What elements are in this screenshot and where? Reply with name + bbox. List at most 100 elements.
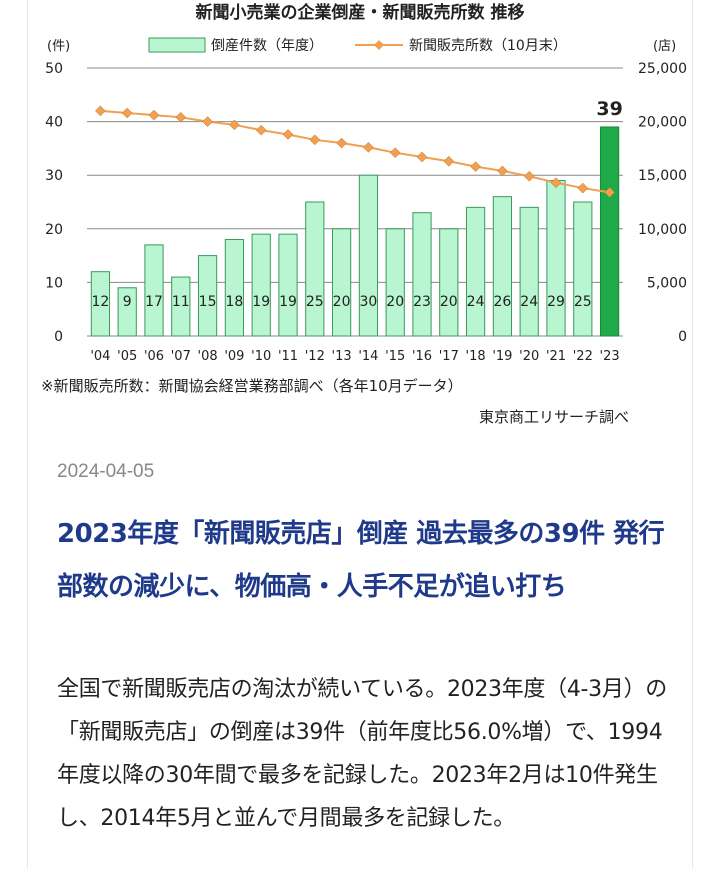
line-point xyxy=(470,161,481,172)
line-point xyxy=(443,155,455,167)
bar xyxy=(278,233,298,337)
x-tick: '09 xyxy=(224,349,244,364)
x-tick: '21 xyxy=(546,349,566,364)
y-left-unit: (件) xyxy=(47,39,70,54)
bar xyxy=(90,271,111,337)
y-right-tick: 20,000 xyxy=(638,115,687,131)
bar-value-label: 17 xyxy=(145,294,163,310)
chart-title: 新聞小売業の企業倒産・新聞販売所数 推移 xyxy=(196,2,525,23)
legend-bar-label: 倒産件数（年度） xyxy=(211,38,323,54)
bar xyxy=(251,233,271,337)
bar-value-label: 23 xyxy=(413,294,431,310)
line-point xyxy=(416,151,428,163)
bar xyxy=(197,255,218,337)
article-headline[interactable]: 2023年度「新聞販売店」倒産 過去最多の39件 発行部数の減少に、物価高・人手… xyxy=(57,519,665,602)
x-tick: '16 xyxy=(412,349,432,364)
x-tick: '19 xyxy=(492,349,512,364)
article-card xyxy=(27,0,693,869)
bar xyxy=(144,244,164,337)
bar-value-label: 24 xyxy=(467,294,485,310)
x-tick: '06 xyxy=(144,349,164,364)
line-point xyxy=(95,105,106,117)
bar-value-label: 25 xyxy=(574,294,592,310)
bar xyxy=(599,126,620,337)
x-tick: '20 xyxy=(519,349,539,364)
x-tick: '17 xyxy=(439,349,459,364)
bar xyxy=(171,276,191,337)
y-left-tick: 30 xyxy=(45,168,63,184)
bar-value-label: 19 xyxy=(252,294,270,310)
y-left-tick: 50 xyxy=(45,61,63,77)
bar-value-label: 20 xyxy=(386,294,404,310)
bar-value-label: 15 xyxy=(199,294,217,310)
line-point xyxy=(497,165,508,177)
bar-value-label: 20 xyxy=(333,294,351,310)
bar xyxy=(305,201,325,337)
line-point xyxy=(202,116,213,127)
x-tick: '23 xyxy=(600,349,620,364)
bar xyxy=(573,201,593,337)
bar-value-label: 39 xyxy=(596,98,622,120)
bar xyxy=(331,228,352,337)
bar xyxy=(358,174,379,337)
bar xyxy=(492,196,513,337)
bar-value-label: 18 xyxy=(225,294,243,310)
line-point xyxy=(282,129,294,140)
chart-source: 東京商工リサーチ調べ xyxy=(479,408,629,426)
bar-value-label: 30 xyxy=(359,294,377,310)
line-point xyxy=(148,109,160,121)
bar xyxy=(385,228,405,337)
x-tick: '13 xyxy=(332,349,352,364)
bar xyxy=(439,228,459,337)
y-right-tick: 0 xyxy=(678,329,687,345)
x-tick: '04 xyxy=(90,349,110,364)
x-tick: '11 xyxy=(278,349,298,364)
bar-value-label: 11 xyxy=(172,294,190,310)
x-tick: '05 xyxy=(117,349,137,364)
x-tick: '18 xyxy=(466,349,486,364)
line-point xyxy=(229,119,240,131)
x-tick: '12 xyxy=(305,349,325,364)
bar xyxy=(546,180,566,337)
y-left-tick: 10 xyxy=(45,275,63,291)
y-left-tick: 0 xyxy=(54,329,63,345)
x-tick: '08 xyxy=(198,349,218,364)
legend-line-marker xyxy=(374,40,384,50)
legend-line-label: 新聞販売所数（10月末） xyxy=(409,38,567,54)
x-tick: '15 xyxy=(385,349,405,364)
bar xyxy=(224,239,245,337)
line-point xyxy=(336,137,347,149)
bar-value-label: 26 xyxy=(493,294,511,310)
x-tick: '10 xyxy=(251,349,271,364)
bar-value-label: 19 xyxy=(279,294,297,310)
publish-date: 2024-04-05 xyxy=(57,461,155,482)
bar-value-label: 29 xyxy=(547,294,565,310)
article-body: 全国で新聞販売店の淘汰が続いている。2023年度（4‐3月）の「新聞販売店」の倒… xyxy=(57,677,667,831)
line-point xyxy=(175,111,187,123)
y-left-tick: 20 xyxy=(45,222,63,238)
x-tick: '22 xyxy=(573,349,593,364)
y-right-tick: 10,000 xyxy=(638,222,687,238)
bar-value-label: 25 xyxy=(306,294,324,310)
line-point xyxy=(577,182,589,194)
line-point xyxy=(121,107,133,119)
chart-footnote: ※新聞販売所数：新聞協会経営業務部調べ（各年10月データ） xyxy=(41,377,463,395)
line-point xyxy=(309,134,321,146)
y-right-tick: 15,000 xyxy=(638,168,687,184)
x-tick: '14 xyxy=(358,349,378,364)
bar xyxy=(412,212,432,337)
bar xyxy=(117,287,137,337)
bar-value-label: 9 xyxy=(123,294,132,310)
bankruptcy-chart: 新聞小売業の企業倒産・新聞販売所数 推移 倒産件数（年度） 新聞販売所数（10月… xyxy=(41,2,687,426)
y-left-tick: 40 xyxy=(45,115,63,131)
legend-bar-swatch xyxy=(148,37,206,53)
line-point xyxy=(523,170,535,182)
bar-value-label: 12 xyxy=(91,294,109,310)
series-line xyxy=(100,109,610,194)
line-point xyxy=(255,124,267,136)
x-tick: '07 xyxy=(171,349,191,364)
bar xyxy=(465,206,486,337)
line-point xyxy=(389,147,401,159)
line-point xyxy=(604,186,615,198)
y-right-unit: (店) xyxy=(653,39,676,54)
